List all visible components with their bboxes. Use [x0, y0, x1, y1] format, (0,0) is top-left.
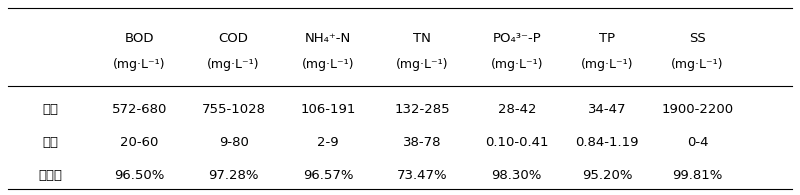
Text: 755-1028: 755-1028 — [202, 103, 266, 116]
Text: (mg·L⁻¹): (mg·L⁻¹) — [302, 58, 354, 71]
Text: 0.84-1.19: 0.84-1.19 — [575, 136, 639, 149]
Text: 572-680: 572-680 — [111, 103, 167, 116]
Text: 96.50%: 96.50% — [114, 169, 164, 182]
Text: (mg·L⁻¹): (mg·L⁻¹) — [113, 58, 166, 71]
Text: 进水: 进水 — [42, 103, 58, 116]
Text: 34-47: 34-47 — [588, 103, 626, 116]
Text: (mg·L⁻¹): (mg·L⁻¹) — [490, 58, 543, 71]
Text: 0-4: 0-4 — [687, 136, 708, 149]
Text: 去除率: 去除率 — [38, 169, 62, 182]
Text: 出水: 出水 — [42, 136, 58, 149]
Text: 1900-2200: 1900-2200 — [662, 103, 734, 116]
Text: (mg·L⁻¹): (mg·L⁻¹) — [207, 58, 260, 71]
Text: 73.47%: 73.47% — [397, 169, 448, 182]
Text: 96.57%: 96.57% — [302, 169, 354, 182]
Text: 97.28%: 97.28% — [208, 169, 259, 182]
Text: 38-78: 38-78 — [403, 136, 442, 149]
Text: 98.30%: 98.30% — [492, 169, 542, 182]
Text: SS: SS — [690, 33, 706, 45]
Text: 2-9: 2-9 — [317, 136, 339, 149]
Text: (mg·L⁻¹): (mg·L⁻¹) — [581, 58, 634, 71]
Text: (mg·L⁻¹): (mg·L⁻¹) — [671, 58, 724, 71]
Text: (mg·L⁻¹): (mg·L⁻¹) — [396, 58, 449, 71]
Text: COD: COD — [218, 33, 249, 45]
Text: 99.81%: 99.81% — [673, 169, 722, 182]
Text: 9-80: 9-80 — [218, 136, 249, 149]
Text: PO₄³⁻-P: PO₄³⁻-P — [493, 33, 541, 45]
Text: 95.20%: 95.20% — [582, 169, 633, 182]
Text: NH₄⁺-N: NH₄⁺-N — [305, 33, 351, 45]
Text: 20-60: 20-60 — [120, 136, 158, 149]
Text: TP: TP — [599, 33, 615, 45]
Text: BOD: BOD — [125, 33, 154, 45]
Text: 106-191: 106-191 — [300, 103, 356, 116]
Text: 28-42: 28-42 — [498, 103, 536, 116]
Text: 132-285: 132-285 — [394, 103, 450, 116]
Text: 0.10-0.41: 0.10-0.41 — [485, 136, 549, 149]
Text: TN: TN — [414, 33, 431, 45]
